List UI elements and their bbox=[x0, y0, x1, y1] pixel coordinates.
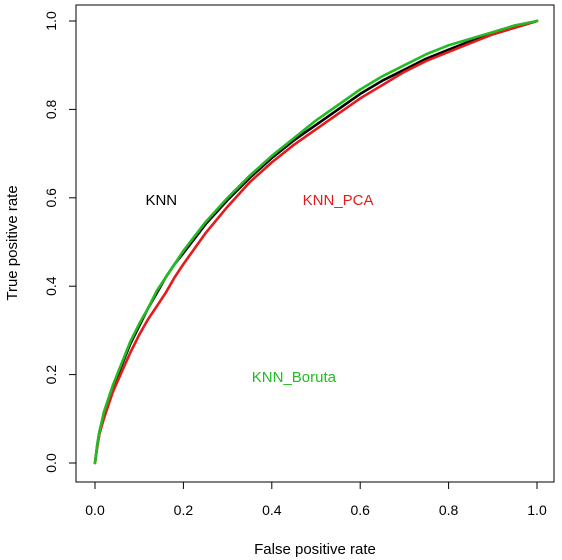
x-axis-title: False positive rate bbox=[254, 541, 376, 558]
series-labels: KNN KNN_PCA KNN_Boruta bbox=[145, 192, 373, 386]
x-tick-label: 0.0 bbox=[85, 502, 105, 518]
y-axis: 0.0 0.2 0.4 0.6 0.8 1.0 bbox=[43, 11, 77, 473]
series-lines bbox=[93, 19, 539, 465]
x-axis: 0.0 0.2 0.4 0.6 0.8 1.0 bbox=[85, 481, 547, 518]
y-tick-label: 0.2 bbox=[43, 365, 59, 385]
series-label-knn-pca: KNN_PCA bbox=[303, 192, 374, 209]
x-tick-label: 0.2 bbox=[174, 502, 194, 518]
y-tick-label: 0.6 bbox=[43, 188, 59, 208]
plot-frame bbox=[75, 4, 555, 483]
y-tick-label: 0.4 bbox=[43, 276, 59, 296]
y-tick-label: 0.8 bbox=[43, 99, 59, 119]
x-tick-label: 0.6 bbox=[350, 502, 370, 518]
y-tick-label: 1.0 bbox=[43, 11, 59, 31]
series-line-knn-pca bbox=[93, 19, 539, 465]
series-label-knn: KNN bbox=[145, 192, 177, 209]
x-tick-label: 1.0 bbox=[527, 502, 547, 518]
y-axis-title: True positive rate bbox=[4, 185, 21, 300]
series-line-knn bbox=[93, 19, 539, 465]
series-line-knn-boruta bbox=[93, 19, 539, 465]
x-tick-label: 0.4 bbox=[262, 502, 282, 518]
x-tick-label: 0.8 bbox=[439, 502, 459, 518]
series-label-knn-boruta: KNN_Boruta bbox=[252, 369, 337, 386]
y-tick-label: 0.0 bbox=[43, 453, 59, 473]
